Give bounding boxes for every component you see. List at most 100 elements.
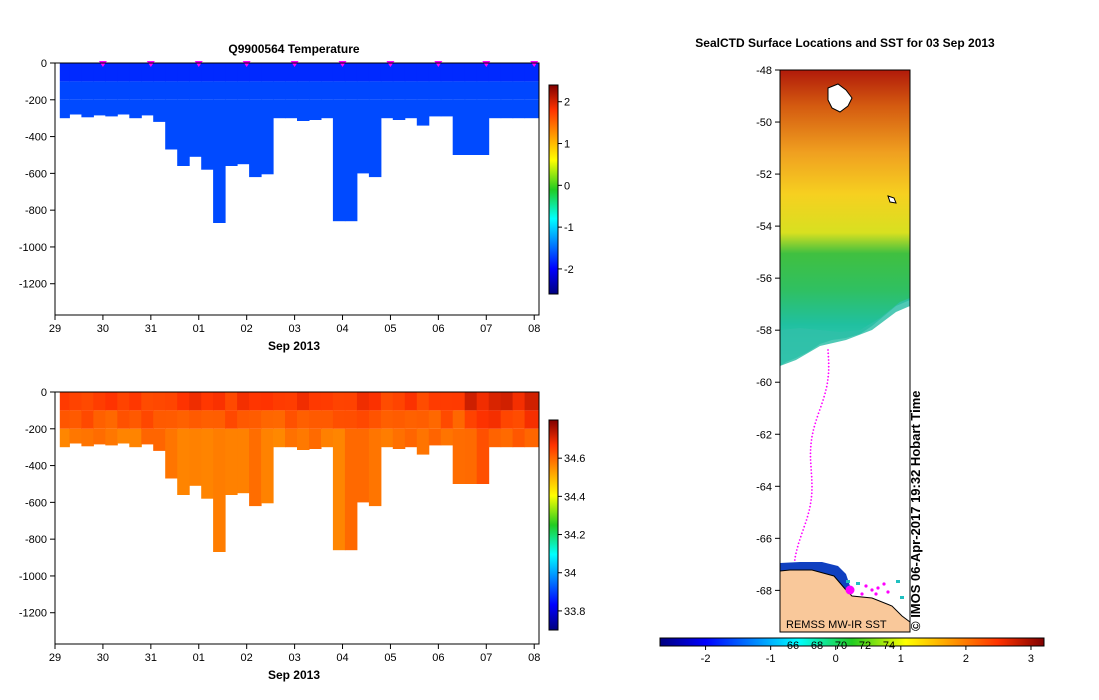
map-y-tick-label: -52 [756, 169, 772, 181]
temperature-y-ticks: 0 -200 -400 -600 -800 -1000 -1200 [19, 58, 55, 291]
ice-fleck [846, 580, 850, 583]
x-tick-label: 05 [384, 652, 396, 664]
profile-cell [356, 392, 370, 411]
profile-cell [464, 63, 478, 82]
track-point [827, 375, 830, 378]
map-y-tick-label: -60 [756, 377, 772, 389]
profile-cell [500, 81, 514, 100]
x-tick-label: 29 [49, 652, 61, 664]
profile-cell [59, 410, 70, 429]
track-point [805, 519, 808, 521]
profile-cell [201, 392, 214, 411]
profile-cell [380, 392, 394, 411]
profile-cell [117, 99, 130, 115]
track-point [804, 522, 807, 525]
profile-cell [129, 428, 142, 448]
profile-cell [273, 410, 286, 429]
profile-cell [512, 63, 526, 82]
profile-cell [512, 99, 526, 119]
colorbar-tick-label: 34.6 [564, 453, 585, 465]
colorbar-tick-label: 33.8 [564, 606, 585, 618]
profile-cell [476, 392, 490, 411]
profile-cell [285, 81, 298, 100]
profile-cell [488, 428, 502, 448]
profile-cell [285, 99, 298, 119]
track-point [809, 449, 812, 451]
track-point [818, 409, 821, 411]
profile-cell [392, 410, 406, 429]
profile-cell [177, 99, 190, 166]
profile-cell [129, 63, 142, 82]
x-tick-label: 03 [288, 652, 300, 664]
track-point [812, 429, 815, 431]
profile-cell [273, 428, 286, 448]
y-tick-label: -600 [25, 497, 47, 509]
profile-cell [117, 428, 130, 444]
profile-cell [404, 392, 418, 411]
profile-cell [392, 392, 406, 411]
profile-cell [59, 99, 70, 119]
profile-cell [153, 410, 166, 429]
track-point [817, 412, 820, 415]
profile-cell [69, 392, 82, 411]
profile-cell [189, 63, 202, 82]
seal-detections [845, 580, 904, 599]
profile-cell [261, 428, 274, 504]
profile-cell [153, 63, 166, 82]
profile-cell [344, 63, 358, 82]
map-y-tick-label: -58 [756, 325, 772, 337]
profile-cell [117, 410, 130, 429]
colorbar-tick-label: 34.2 [564, 530, 585, 542]
profile-cell [452, 99, 466, 155]
profile-cell [476, 410, 490, 429]
profile-cell [237, 410, 250, 429]
profile-cell [524, 63, 539, 82]
profile-cell [189, 392, 202, 411]
x-tick-label: 01 [193, 323, 205, 335]
profile-cell [141, 392, 154, 411]
profile-cell [153, 99, 166, 122]
y-tick-label: -1200 [19, 279, 47, 291]
profile-cell [59, 428, 70, 448]
profile-cell [177, 428, 190, 495]
map-y-ticks: -48 -50 -52 -54 -56 -58 -60 -62 -64 -66 -68 [756, 65, 780, 597]
profile-cell [344, 428, 358, 551]
profile-cell [261, 99, 274, 175]
x-tick-label: 31 [145, 652, 157, 664]
x-tick-label: 29 [49, 323, 61, 335]
track-point [827, 372, 830, 375]
map-colorbar-overlay-label: 66 [787, 640, 799, 652]
profile-cell [464, 392, 478, 411]
track-point [809, 502, 812, 505]
profile-cell [261, 81, 274, 100]
profile-cell [476, 99, 490, 155]
profile-cell [332, 392, 346, 411]
profile-cell [368, 410, 382, 429]
track-point [797, 542, 800, 545]
profile-cell [249, 81, 262, 100]
map-y-tick-label: -68 [756, 585, 772, 597]
profile-cell [368, 392, 382, 411]
track-point [793, 559, 796, 561]
profile-cell [81, 428, 94, 447]
profile-cell [524, 410, 539, 429]
track-point [810, 499, 812, 501]
profile-cell [213, 392, 226, 411]
profile-cell [177, 410, 190, 429]
profile-cell [261, 63, 274, 82]
profile-cell [356, 410, 370, 429]
profile-cell [368, 99, 382, 178]
track-point [821, 402, 823, 405]
map-colorbar-tick-label: 3 [1028, 653, 1034, 665]
profile-cell [225, 99, 238, 166]
profile-cell [464, 410, 478, 429]
profile-cell [141, 410, 154, 429]
profile-cell [488, 99, 502, 119]
profile-cell [153, 428, 166, 451]
track-point [806, 515, 809, 518]
profile-cell [452, 428, 466, 484]
x-tick-label: 31 [145, 323, 157, 335]
salinity-colorbar-ticks: 34.6 34.4 34.2 34 33.8 [558, 453, 585, 618]
profile-cell [524, 428, 539, 448]
profile-cell [81, 99, 94, 118]
